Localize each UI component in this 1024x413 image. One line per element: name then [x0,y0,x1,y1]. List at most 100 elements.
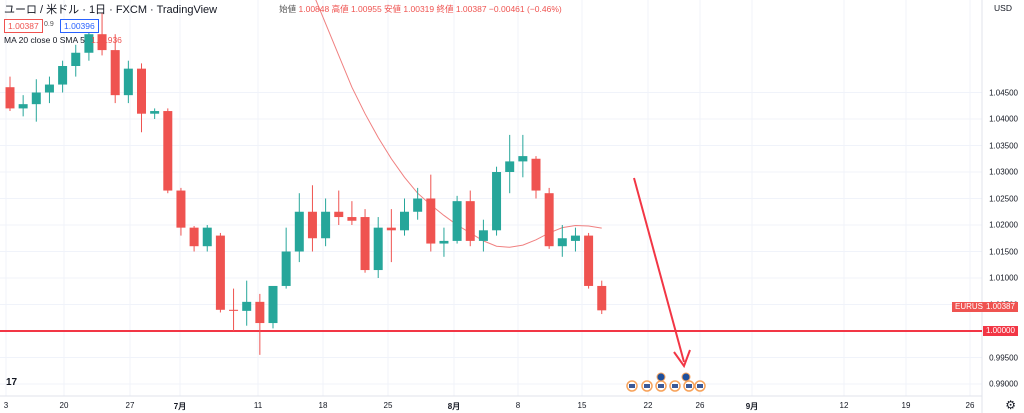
flag-stripe [697,384,703,388]
candle-body [150,111,160,114]
time-tick-label: 19 [901,401,911,410]
candle-body [202,227,212,247]
candle-body [163,111,173,191]
flag-stripe [644,384,650,388]
candle-body [242,301,252,311]
candle-body [557,238,567,247]
candle-body [307,211,317,239]
candle-body [71,52,81,66]
candle-body [544,193,554,247]
ohlc-open-label: 始値 [279,4,297,14]
time-tick-label: 9月 [745,402,759,411]
sell-price-button[interactable]: 1.00387 [4,19,43,33]
candle-body [386,227,396,231]
candle-body [400,211,409,231]
last-price-tag: 1.00387 [983,302,1018,312]
price-tick-label: 1.03500 [989,141,1018,150]
time-tick-label: 22 [643,401,653,410]
candle-body [189,227,199,247]
candle-body [176,190,186,228]
ma-line [315,0,602,248]
flag-stripe [686,384,692,388]
price-tick-label: 1.01000 [989,273,1018,283]
spread-value: 0.9 [44,21,54,28]
symbol-label[interactable]: ユーロ / 米ドル · 1日 · FXCM · TradingView [4,4,218,16]
price-tick-label: 1.03000 [989,167,1018,177]
flag-stripe [629,384,635,388]
candle-body [5,87,15,109]
candle-body [439,240,449,244]
tradingview-logo-icon[interactable]: 17 [6,377,18,388]
candle-body [294,211,304,252]
ohlc-readout: 始値 1.00848 高値 1.00955 安値 1.00319 終値 1.00… [279,3,562,15]
candle-body [268,285,278,324]
candle-body [347,217,357,221]
candle-body [281,251,291,286]
candle-body [58,66,68,85]
candle-body [373,227,383,271]
candle-body [110,50,120,96]
arrow-head-icon [673,349,691,369]
arrow-annotation [633,177,685,363]
candle-body [255,301,265,324]
price-tick-label: 1.02500 [989,194,1018,203]
price-tick-label: 1.04000 [989,114,1018,124]
price-tick-label: 0.99000 [989,379,1018,389]
candle-body [478,230,488,241]
level-price-tag: 1.00000 [983,326,1018,336]
candle-body [426,198,436,244]
candle-body [31,92,41,105]
buy-price-button[interactable]: 1.00396 [60,19,99,33]
candle-body [465,201,475,241]
time-tick-label: 7月 [173,402,187,411]
candle-body [531,158,541,191]
chart-header: ユーロ / 米ドル · 1日 · FXCM · TradingView 始値 1… [0,0,562,18]
time-tick-label: 12 [839,401,849,410]
time-tick-label: 11 [253,401,263,410]
event-dot-icon [656,372,666,382]
candle-body [360,217,370,271]
time-tick-label: 3 [3,401,9,410]
time-tick-label: 26 [965,401,975,410]
candle-body [505,161,515,172]
candle-body [97,34,107,51]
candle-body [123,68,133,96]
price-tick-label: 1.04500 [989,88,1018,97]
candle-body [321,211,331,239]
candle-body [229,309,239,311]
time-tick-label: 15 [577,401,587,410]
price-tick-label: 1.01500 [989,247,1018,256]
candle-body [18,104,28,109]
gear-icon[interactable]: ⚙ [1005,398,1016,412]
event-dot-icon [681,372,691,382]
time-tick-label: 25 [383,401,393,410]
candle-body [215,235,225,310]
time-tick-label: 26 [695,401,705,410]
price-tick-label: 1.02000 [989,220,1018,230]
time-tick-label: 8 [515,401,521,410]
ma-indicator-legend[interactable]: MA 20 close 0 SMA 5 1.01936 [4,35,122,45]
time-tick-label: 20 [59,401,69,410]
time-tick-label: 18 [318,401,328,410]
ohlc-values: 1.00848 高値 1.00955 安値 1.00319 終値 1.00387… [298,4,562,14]
flag-stripe [658,384,664,388]
symbol-price-tag: EURUSD [952,302,992,312]
candle-body [44,84,54,93]
price-axis-unit[interactable]: USD [994,3,1012,13]
time-tick-label: 8月 [447,402,461,411]
candle-body [452,201,462,241]
candle-body [492,172,502,231]
flag-stripe [672,384,678,388]
price-tick-label: 0.99500 [989,353,1018,362]
candle-body [518,156,528,162]
candle-body [584,235,594,286]
candle-body [597,285,607,311]
candle-body [334,211,344,218]
candle-body [413,198,423,212]
ma-indicator-value: 1.01936 [91,35,122,45]
candle-body [137,68,146,114]
candle-body [84,34,94,53]
candle-body [570,235,580,241]
time-tick-label: 27 [125,401,135,410]
